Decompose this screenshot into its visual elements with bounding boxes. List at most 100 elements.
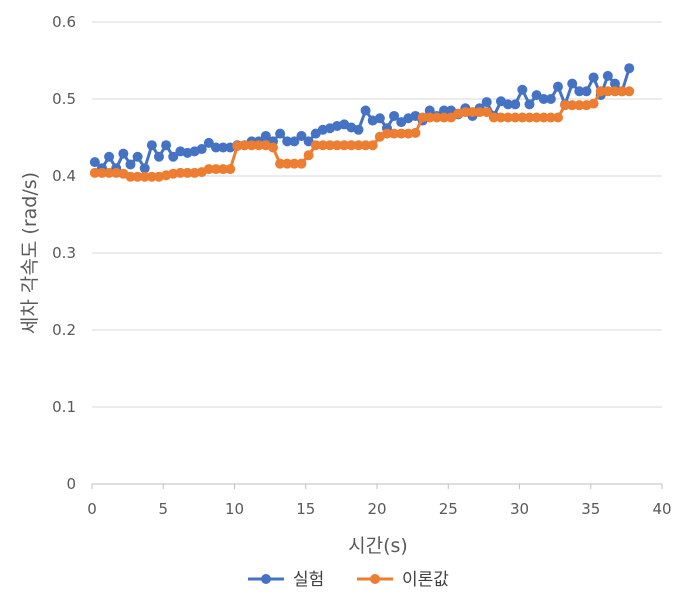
data-point: [253, 140, 264, 151]
data-point: [460, 107, 471, 118]
data-point: [503, 112, 514, 123]
data-point: [339, 140, 350, 151]
legend-item: 이론값: [357, 570, 449, 590]
data-point: [360, 105, 371, 116]
data-point: [360, 140, 371, 151]
data-point: [324, 140, 335, 151]
x-tick-label: 10: [225, 500, 244, 518]
data-point: [545, 94, 556, 104]
series-theory: [89, 86, 635, 182]
data-point: [495, 112, 506, 123]
x-tick-label: 15: [296, 500, 315, 518]
data-point: [609, 86, 620, 97]
data-point: [567, 100, 578, 111]
data-point: [552, 112, 563, 123]
data-point: [239, 140, 250, 151]
data-point: [225, 164, 236, 175]
data-point: [538, 94, 549, 104]
data-point: [218, 164, 229, 175]
data-point: [595, 86, 606, 97]
x-tick-label: 0: [87, 500, 97, 518]
data-point: [275, 158, 286, 169]
data-point: [118, 148, 129, 159]
legend-label: 이론값: [402, 570, 449, 590]
y-tick-label: 0.5: [52, 90, 76, 108]
data-point: [538, 112, 549, 123]
y-tick-label: 0.2: [52, 321, 76, 339]
data-point: [317, 140, 328, 151]
data-point: [574, 100, 585, 111]
data-point: [203, 137, 214, 148]
data-point: [210, 142, 221, 153]
x-tick-label: 40: [652, 500, 671, 518]
data-point: [310, 140, 321, 151]
data-point: [503, 99, 514, 110]
y-tick-label: 0: [66, 475, 76, 493]
data-point: [161, 140, 172, 151]
data-point: [146, 140, 157, 151]
data-point: [367, 140, 378, 151]
data-point: [474, 107, 485, 118]
data-point: [531, 112, 542, 123]
y-axis-ticks: 0 0.1 0.2 0.3 0.4 0.5 0.6: [52, 13, 76, 493]
data-point: [96, 167, 107, 178]
data-point: [488, 112, 499, 123]
data-point: [617, 86, 628, 97]
y-tick-label: 0.6: [52, 13, 76, 31]
data-point: [346, 140, 357, 151]
data-point: [602, 70, 613, 81]
data-point: [624, 63, 635, 74]
series-layer: [89, 63, 635, 182]
data-point: [467, 107, 478, 118]
data-point: [218, 142, 229, 153]
data-point: [517, 84, 528, 95]
data-point: [168, 151, 179, 162]
data-point: [381, 128, 392, 139]
legend-item: 실험: [248, 570, 324, 590]
data-point: [275, 128, 286, 139]
data-point: [89, 167, 100, 178]
x-axis-ticks: 0 5 10 15 20 25 30 35 40: [87, 500, 671, 518]
y-tick-label: 0.3: [52, 244, 76, 262]
data-point: [545, 112, 556, 123]
data-point: [524, 99, 535, 110]
axes: [91, 483, 663, 489]
data-point: [260, 130, 271, 141]
data-point: [560, 100, 571, 111]
data-point: [139, 163, 150, 174]
data-point: [602, 86, 613, 97]
data-point: [396, 128, 407, 139]
data-point: [588, 72, 599, 83]
data-point: [125, 159, 136, 170]
data-point: [353, 124, 364, 135]
data-point: [89, 157, 100, 168]
data-point: [303, 150, 314, 161]
data-point: [481, 107, 492, 118]
x-tick-label: 35: [581, 500, 600, 518]
data-point: [374, 113, 385, 124]
data-point: [581, 86, 592, 97]
data-point: [246, 140, 257, 151]
x-tick-label: 25: [439, 500, 458, 518]
data-point: [524, 112, 535, 123]
data-point: [289, 158, 300, 169]
data-point: [431, 112, 442, 123]
data-point: [132, 151, 143, 162]
data-point: [146, 171, 157, 182]
y-tick-label: 0.1: [52, 398, 76, 416]
data-point: [125, 171, 136, 182]
data-point: [196, 144, 207, 155]
x-tick-label: 5: [158, 500, 168, 518]
data-point: [624, 86, 635, 97]
data-point: [567, 78, 578, 89]
data-point: [175, 167, 186, 178]
data-point: [417, 112, 428, 123]
data-point: [104, 151, 115, 162]
data-point: [588, 98, 599, 109]
data-point: [153, 151, 164, 162]
data-point: [282, 136, 293, 147]
data-point: [609, 78, 620, 89]
data-point: [438, 105, 449, 116]
data-point: [104, 167, 115, 178]
